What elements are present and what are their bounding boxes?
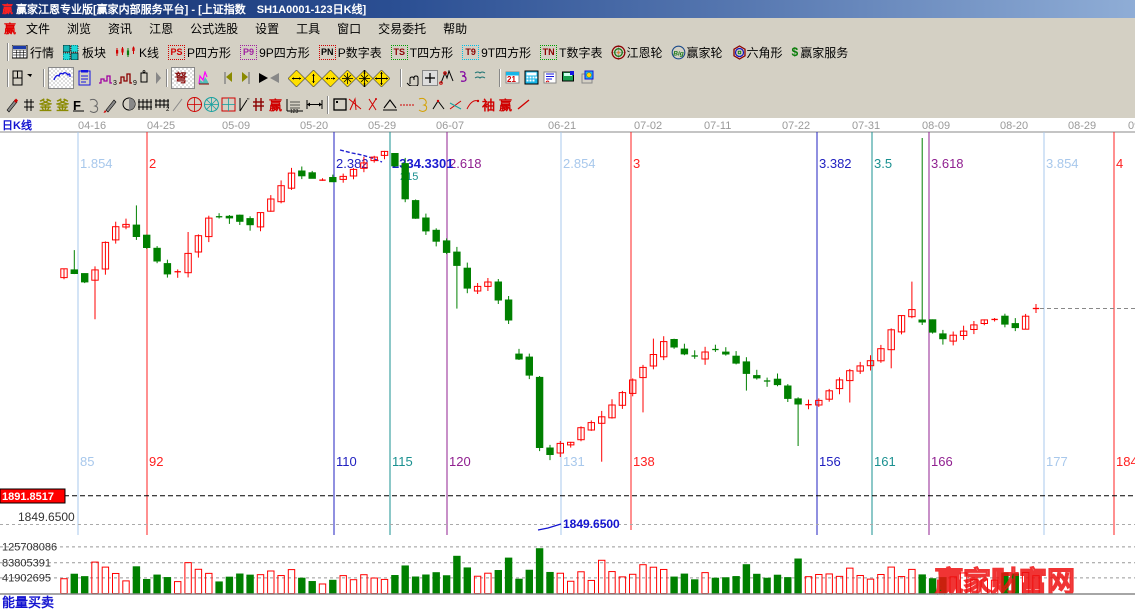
svg-text:1849.6500: 1849.6500 xyxy=(18,510,75,524)
svg-text:赢: 赢 xyxy=(499,98,512,113)
svg-text:05-09: 05-09 xyxy=(222,120,250,132)
svg-text:92: 92 xyxy=(149,454,163,469)
svg-text:41902695: 41902695 xyxy=(2,573,51,585)
svg-text:07-31: 07-31 xyxy=(852,120,880,132)
svg-text:3.618: 3.618 xyxy=(931,156,964,171)
svg-text:3.382: 3.382 xyxy=(819,156,852,171)
svg-text:2: 2 xyxy=(149,156,156,171)
svg-text:3.854: 3.854 xyxy=(1046,156,1079,171)
svg-text:2.618: 2.618 xyxy=(449,156,482,171)
svg-text:85: 85 xyxy=(80,454,94,469)
svg-text:05-20: 05-20 xyxy=(300,120,328,132)
svg-text:09-09: 09-09 xyxy=(1128,120,1135,132)
svg-text:110: 110 xyxy=(336,454,357,469)
svg-text:115: 115 xyxy=(392,454,413,469)
svg-text:166: 166 xyxy=(931,454,953,469)
svg-text:9: 9 xyxy=(133,80,137,86)
svg-text:184: 184 xyxy=(1116,454,1135,469)
svg-text:赢家财富网: 赢家财富网 xyxy=(935,565,1075,597)
svg-text:": " xyxy=(247,98,250,105)
svg-text:131: 131 xyxy=(563,454,585,469)
svg-text:1.854: 1.854 xyxy=(80,156,113,171)
svg-text:1849.6500: 1849.6500 xyxy=(563,517,620,531)
svg-text:83805391: 83805391 xyxy=(2,557,51,569)
svg-text:125708086: 125708086 xyxy=(2,542,57,554)
svg-text:07-02: 07-02 xyxy=(634,120,662,132)
svg-text:07-22: 07-22 xyxy=(782,120,810,132)
svg-text:138: 138 xyxy=(633,454,655,469)
svg-text:06-21: 06-21 xyxy=(548,120,576,132)
svg-text:04-16: 04-16 xyxy=(78,120,106,132)
svg-text:Big: Big xyxy=(674,50,685,57)
svg-text:04-25: 04-25 xyxy=(147,120,175,132)
svg-text:21: 21 xyxy=(507,75,516,84)
svg-text:釜: 釜 xyxy=(38,98,53,113)
svg-text:袖: 袖 xyxy=(482,98,495,113)
svg-text:釜: 釜 xyxy=(55,98,70,113)
svg-text:120: 120 xyxy=(449,454,471,469)
svg-text:3.5: 3.5 xyxy=(874,156,892,171)
svg-text:1891.8517: 1891.8517 xyxy=(2,491,54,503)
svg-text:赢: 赢 xyxy=(269,98,282,113)
svg-text:4: 4 xyxy=(1116,156,1123,171)
svg-text:日K线: 日K线 xyxy=(2,118,32,132)
svg-text:弩: 弩 xyxy=(174,70,188,85)
svg-text:177: 177 xyxy=(1046,454,1068,469)
svg-text:08-29: 08-29 xyxy=(1068,120,1096,132)
svg-text:2: 2 xyxy=(166,107,170,112)
svg-text:07-11: 07-11 xyxy=(704,120,731,132)
svg-text:2334.3301: 2334.3301 xyxy=(392,156,453,171)
svg-text:3: 3 xyxy=(633,156,640,171)
svg-text:06-07: 06-07 xyxy=(436,120,464,132)
svg-text:05-29: 05-29 xyxy=(368,120,396,132)
svg-text:能量买卖: 能量买卖 xyxy=(2,595,54,609)
svg-text:156: 156 xyxy=(819,454,841,469)
svg-text:3: 3 xyxy=(113,80,117,86)
svg-text:08-20: 08-20 xyxy=(1000,120,1028,132)
svg-text:2.854: 2.854 xyxy=(563,156,596,171)
svg-text:08-09: 08-09 xyxy=(922,120,950,132)
svg-text:161: 161 xyxy=(874,454,896,469)
svg-text:123: 123 xyxy=(290,109,299,113)
